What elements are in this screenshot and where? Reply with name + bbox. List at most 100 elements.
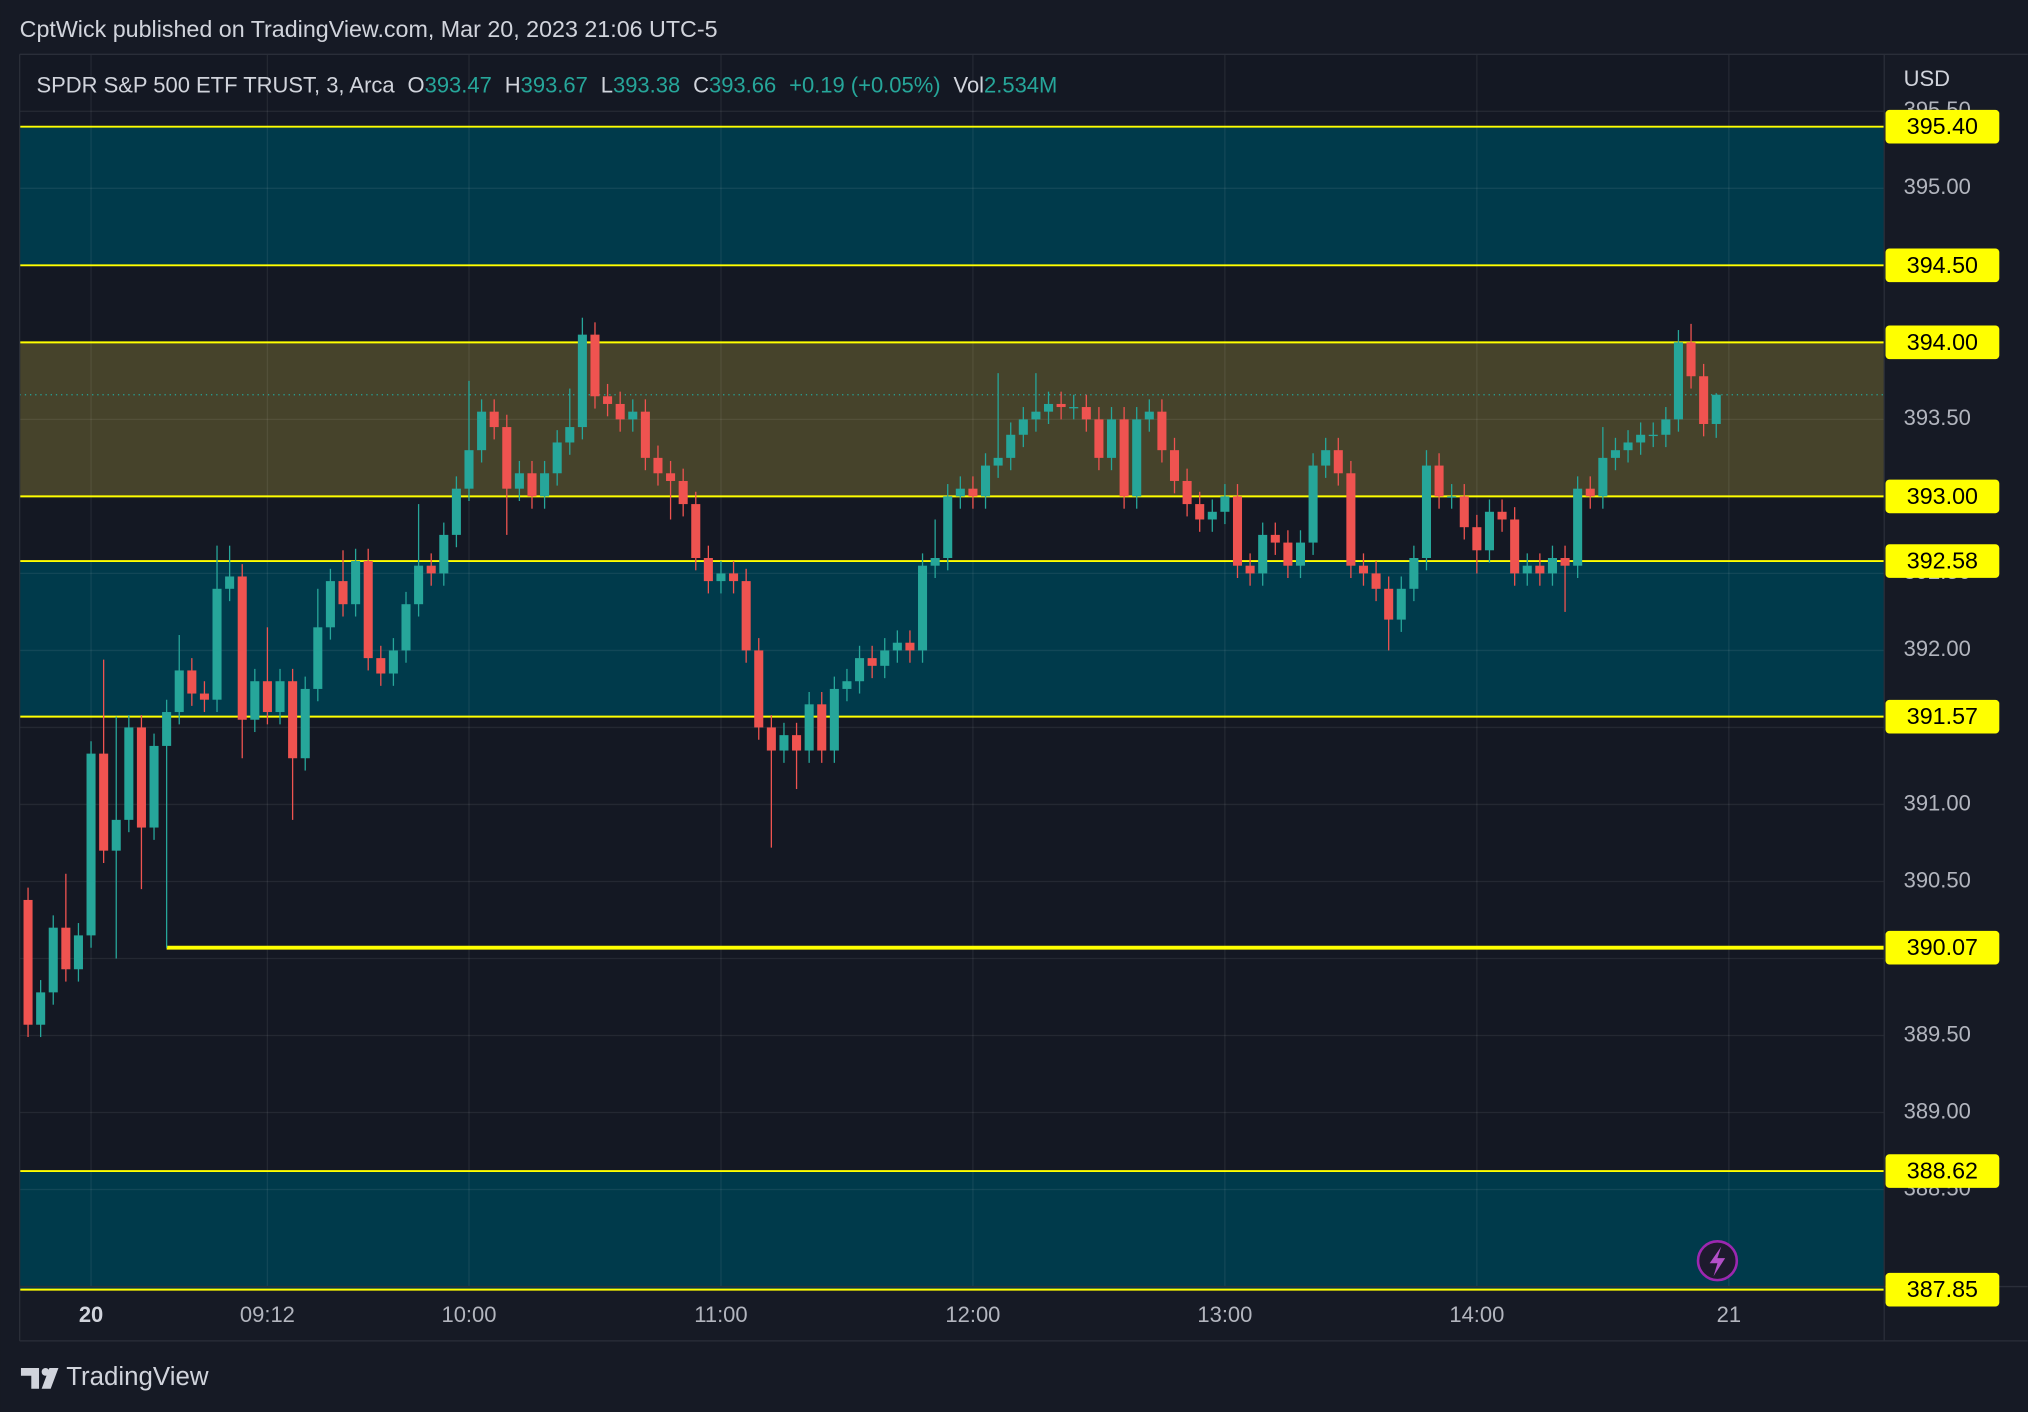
candle-body [325, 581, 335, 628]
open-value: 393.47 [425, 72, 492, 97]
candle-body [1346, 473, 1356, 566]
candle-body [414, 565, 424, 605]
candle-body [1636, 434, 1646, 443]
level-label-box [1885, 109, 2000, 144]
candle-body [1270, 534, 1280, 543]
candle-body [703, 557, 713, 582]
candle-body [464, 450, 474, 489]
x-tick-label: 14:00 [1449, 1302, 1504, 1327]
candle-body [981, 465, 991, 497]
symbol: SPDR S&P 500 ETF TRUST, 3, Arca [36, 72, 395, 97]
level-label-box [1885, 930, 2000, 965]
level-label: 388.62 [1907, 1157, 1978, 1183]
open-label: O [408, 72, 425, 97]
candle-body [36, 992, 46, 1025]
level-label: 391.57 [1907, 703, 1978, 729]
candle-body [1321, 450, 1331, 466]
level-label: 395.40 [1907, 113, 1978, 139]
y-tick-label: 395.00 [1904, 174, 1971, 199]
level-label-box [1885, 479, 2000, 514]
candle-body [552, 442, 562, 474]
candle-body [300, 688, 310, 759]
candle-body [1295, 542, 1306, 566]
candle-body [603, 396, 613, 404]
candle-body [905, 642, 915, 651]
candle-body [653, 457, 663, 474]
candle-body [729, 573, 739, 582]
low-label: L [601, 72, 613, 97]
candle-body [174, 670, 184, 713]
candle-body [514, 473, 524, 489]
level-label: 394.50 [1907, 252, 1978, 278]
candle-body [1573, 488, 1583, 566]
published-line: CptWick published on TradingView.com, Ma… [20, 16, 718, 42]
level-label-box [1885, 248, 2000, 283]
candle-body [1333, 450, 1343, 474]
high-label: H [505, 72, 521, 97]
candle-body [136, 727, 146, 828]
zone [19, 126, 1885, 266]
candle-body [1585, 488, 1595, 497]
candle-body [804, 704, 814, 751]
change: +0.19 (+0.05%) [789, 72, 940, 97]
candle-body [1484, 511, 1494, 551]
candle-body [1711, 394, 1721, 424]
volume-value: 2.534M [984, 72, 1057, 97]
candle-body [565, 427, 575, 443]
candle-body [1018, 419, 1028, 435]
candle-body [338, 581, 348, 605]
candle-body [275, 681, 285, 713]
close-label: C [693, 72, 709, 97]
candle-body [1132, 419, 1142, 497]
candle-body [149, 745, 159, 828]
level-label: 393.00 [1907, 483, 1978, 509]
candle-body [313, 627, 323, 689]
candle-body [401, 604, 411, 651]
candle-body [1006, 434, 1016, 458]
candle-body [187, 670, 197, 694]
candle-body [212, 588, 222, 700]
candle-body [451, 488, 461, 535]
candle-body [1031, 411, 1041, 420]
candle-body [955, 488, 965, 497]
candle-body [918, 565, 928, 651]
candle-body [439, 534, 449, 574]
candle-body [867, 658, 877, 666]
candle-body [1699, 376, 1709, 424]
level-labels: 395.40 394.50 394.00 393.00 392.58 391.57 390.… [1885, 109, 2000, 1307]
candle-body [590, 334, 600, 397]
candle-body [288, 681, 298, 759]
candle-body [23, 899, 33, 1025]
candle-body [1497, 511, 1507, 520]
candle-body [262, 681, 272, 713]
candle-body [1610, 450, 1620, 458]
candle-body [640, 411, 650, 458]
candle-body [1056, 403, 1066, 408]
level-label-box [1885, 699, 2000, 734]
level-label: 392.58 [1907, 548, 1978, 574]
candle-body [842, 681, 852, 689]
candle-body [199, 693, 209, 700]
candle-body [855, 658, 865, 682]
candle-body [237, 576, 247, 720]
candle-body [1598, 457, 1608, 497]
candles [23, 317, 1721, 1038]
candle-body [615, 403, 625, 420]
candle-body [489, 411, 499, 428]
candle-body [1245, 565, 1255, 574]
level-label-box [1885, 1272, 2000, 1307]
y-tick-label: 392.00 [1904, 636, 1971, 661]
candle-body [968, 488, 978, 497]
candle-body [1106, 419, 1117, 458]
candle-body [1560, 557, 1570, 566]
candle-body [1686, 342, 1696, 377]
candle-body [754, 650, 764, 728]
candle-body [1094, 419, 1104, 458]
candle-body [779, 735, 789, 751]
y-tick-label: 391.00 [1904, 790, 1971, 815]
candle-body [817, 704, 827, 751]
footer-logo: TradingView [20, 1363, 209, 1391]
x-tick-label: 12:00 [945, 1302, 1000, 1327]
candle-body [1069, 407, 1079, 409]
